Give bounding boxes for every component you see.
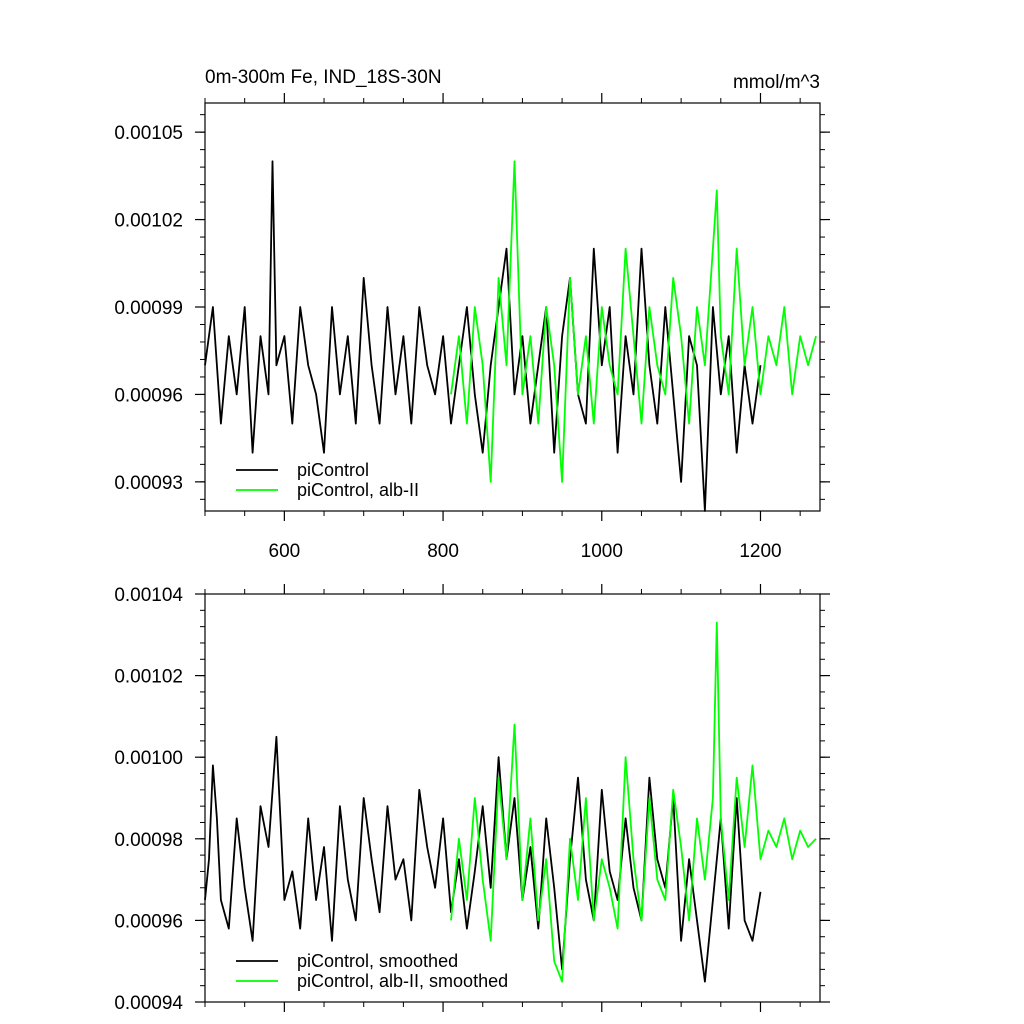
series-line-0 <box>204 735 762 983</box>
y-tick-label: 0.00102 <box>114 211 183 232</box>
y-tick-label: 0.00105 <box>114 123 183 144</box>
plot-frame <box>204 593 821 1003</box>
y-tick-label: 0.00104 <box>114 585 183 606</box>
legend-label: piControl, smoothed <box>297 951 458 971</box>
y-tick-label: 0.00093 <box>114 473 183 494</box>
top-panel: 0m-300m Fe, IND_18S-30N mmol/m^3 600 800 1… <box>114 67 830 562</box>
legend-label: piControl <box>297 460 369 480</box>
y-tick-label: 0.00102 <box>114 667 183 688</box>
y-tick-label: 0.00098 <box>114 830 183 851</box>
series-line-1 <box>450 160 817 483</box>
legend-label: piControl, alb-II <box>297 480 419 500</box>
plot-frame <box>204 102 821 512</box>
axes: 0.00094 0.00096 0.00098 0.00100 0.00102 0.001… <box>114 584 830 1014</box>
x-tick-label: 1200 <box>739 541 781 562</box>
series-line-0 <box>204 160 762 512</box>
series-line-1 <box>450 621 817 983</box>
series-group <box>204 621 817 983</box>
y-tick-label: 0.00094 <box>114 993 183 1014</box>
y-tick-label: 0.00099 <box>114 298 183 319</box>
x-tick-label: 1000 <box>581 541 623 562</box>
units-label: mmol/m^3 <box>733 72 820 93</box>
y-tick-label: 0.00096 <box>114 911 183 932</box>
x-tick-label: 800 <box>427 541 459 562</box>
y-tick-label: 0.00100 <box>114 748 183 769</box>
legend-label: piControl, alb-II, smoothed <box>297 971 508 991</box>
series-group <box>204 160 817 512</box>
chart-title: 0m-300m Fe, IND_18S-30N <box>205 67 442 88</box>
x-tick-label: 600 <box>269 541 301 562</box>
axes: 600 800 1000 1200 0.00093 0.00096 0.00099 0.001… <box>114 93 830 562</box>
y-tick-label: 0.00096 <box>114 385 183 406</box>
bottom-panel: 0.00094 0.00096 0.00098 0.00100 0.00102 0.001… <box>114 584 830 1014</box>
